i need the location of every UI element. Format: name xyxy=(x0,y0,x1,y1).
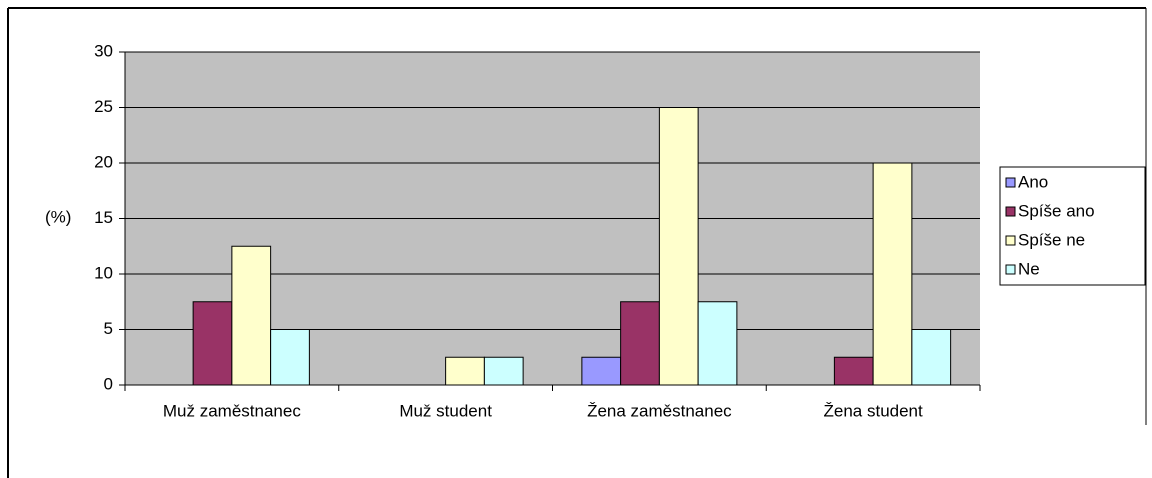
y-tick-label: 0 xyxy=(104,374,113,393)
legend-swatch xyxy=(1005,206,1016,217)
legend-swatch xyxy=(1005,177,1016,188)
legend-label: Ne xyxy=(1018,259,1040,278)
legend-swatch xyxy=(1005,264,1016,275)
y-tick-label: 5 xyxy=(104,319,113,338)
legend-label: Spíše ano xyxy=(1018,201,1095,220)
x-tick-label: Žena student xyxy=(824,401,924,420)
x-tick-label: Žena zaměstnanec xyxy=(587,401,732,420)
x-tick-label: Muž zaměstnanec xyxy=(163,401,301,420)
y-tick-label: 10 xyxy=(94,263,113,282)
y-tick-label: 15 xyxy=(94,208,113,227)
bar xyxy=(620,301,660,386)
bar xyxy=(658,107,699,386)
y-tick-label: 20 xyxy=(94,152,113,171)
y-tick-label: 30 xyxy=(94,41,113,60)
bar xyxy=(445,356,485,386)
bar xyxy=(581,356,622,386)
bar xyxy=(192,301,233,386)
legend xyxy=(999,166,1146,286)
y-axis-label: (%) xyxy=(45,207,71,226)
legend-label: Ano xyxy=(1018,172,1048,191)
bar xyxy=(483,356,524,386)
bar xyxy=(911,329,952,386)
bar xyxy=(833,356,874,386)
bar xyxy=(270,329,310,386)
legend-swatch xyxy=(1005,235,1016,246)
bar xyxy=(697,301,738,386)
x-tick-label: Muž student xyxy=(399,401,492,420)
y-tick-label: 25 xyxy=(94,97,113,116)
legend-label: Spíše ne xyxy=(1018,230,1085,249)
bar xyxy=(872,162,913,386)
bar xyxy=(231,245,272,386)
